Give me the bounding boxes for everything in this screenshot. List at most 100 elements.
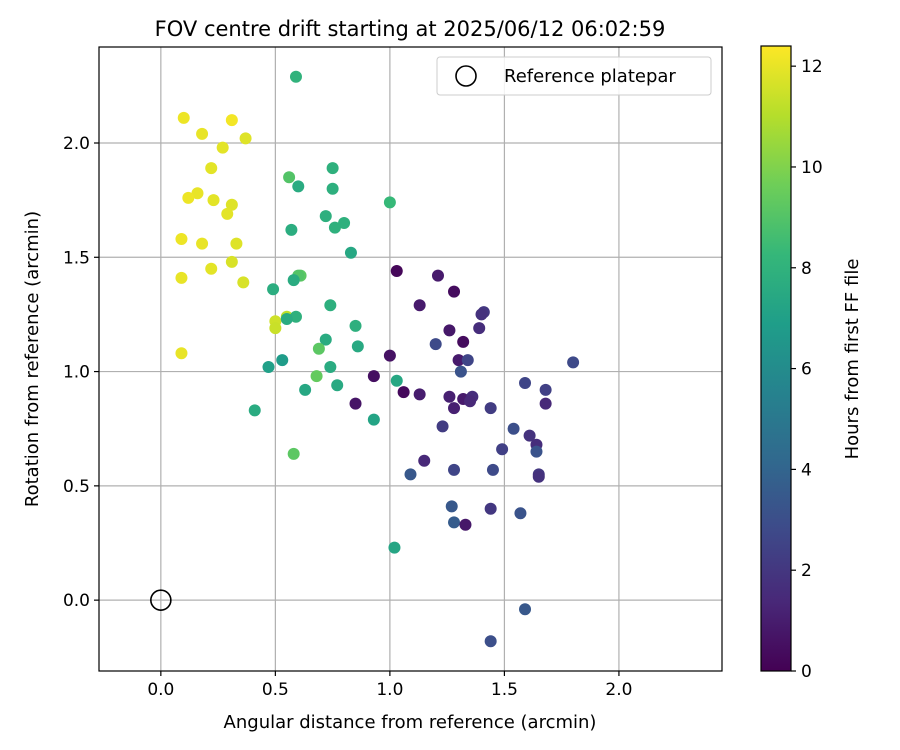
scatter-point <box>287 447 300 460</box>
colorbar-tick-label: 10 <box>801 158 823 178</box>
scatter-point <box>473 322 486 335</box>
scatter-point <box>285 223 298 236</box>
scatter-point <box>418 454 431 467</box>
plot-frame <box>98 46 723 672</box>
scatter-point <box>338 217 351 229</box>
scatter-point <box>239 132 252 145</box>
scatter-point <box>390 374 403 387</box>
colorbar-tick-label: 6 <box>801 360 812 380</box>
scatter-point <box>443 324 456 337</box>
scatter-point <box>175 271 188 284</box>
y-tick-label: 1.5 <box>63 248 90 268</box>
scatter-point <box>237 276 250 289</box>
scatter-point <box>532 470 545 483</box>
scatter-point <box>383 196 396 209</box>
scatter-point <box>388 541 401 554</box>
scatter-point <box>436 420 449 433</box>
scatter-point <box>452 354 465 367</box>
reference-point <box>150 589 172 611</box>
scatter-point <box>457 335 470 348</box>
y-tick-label: 0.0 <box>63 591 90 611</box>
scatter-point <box>326 162 339 175</box>
scatter-point <box>431 269 444 282</box>
colorbar-tick-label: 12 <box>801 57 823 77</box>
grid <box>99 47 722 671</box>
scatter-point <box>367 413 380 426</box>
scatter-point <box>287 274 300 287</box>
scatter-point <box>486 463 499 476</box>
scatter-point <box>475 308 488 321</box>
scatter-point <box>283 171 296 184</box>
scatter-point <box>484 502 497 515</box>
scatter-point <box>445 500 458 513</box>
scatter-point <box>397 386 410 399</box>
scatter-point <box>312 342 325 355</box>
scatter-point <box>328 221 341 234</box>
y-tick-label: 0.5 <box>63 477 90 497</box>
scatter-point <box>448 402 461 415</box>
scatter-point <box>262 361 275 373</box>
scatter-point <box>207 194 220 207</box>
scatter-point <box>225 198 238 211</box>
scatter-point <box>324 361 337 373</box>
scatter-point <box>196 237 209 250</box>
scatter-point <box>390 265 403 277</box>
scatter-point <box>413 388 426 401</box>
colorbar: 0 2 4 6 8 10 12 Hours from first FF file <box>760 45 863 682</box>
scatter-point <box>429 338 442 351</box>
x-tick-label: 1.5 <box>491 680 518 700</box>
x-tick-label: 2.0 <box>605 680 632 700</box>
legend-label: Reference platepar <box>504 66 676 87</box>
scatter-point <box>519 603 532 616</box>
scatter-point <box>514 507 527 520</box>
scatter-point <box>326 182 339 195</box>
scatter-point <box>269 322 282 335</box>
scatter-point <box>267 283 280 296</box>
scatter-point <box>289 70 302 83</box>
scatter-point <box>324 299 337 312</box>
scatter-point <box>507 422 520 435</box>
scatter-point <box>292 180 305 193</box>
scatter-point <box>459 518 472 531</box>
scatter-point <box>319 333 332 346</box>
scatter-point <box>216 141 229 154</box>
scatter-point <box>461 354 474 367</box>
scatter-point <box>383 349 396 362</box>
scatter-point <box>530 445 543 458</box>
scatter-point <box>454 365 467 378</box>
scatter-point <box>496 443 509 456</box>
y-axis: 0.0 0.5 1.0 1.5 2.0 <box>63 134 99 611</box>
y-axis-label: Rotation from reference (arcmin) <box>22 211 43 507</box>
scatter-point <box>196 127 209 140</box>
chart-title: FOV centre drift starting at 2025/06/12 … <box>155 17 666 41</box>
data-points <box>175 70 580 648</box>
scatter-point <box>177 111 190 124</box>
scatter-point <box>225 114 238 127</box>
colorbar-gradient <box>760 45 792 672</box>
scatter-point <box>289 310 302 323</box>
scatter-point <box>413 299 426 312</box>
y-tick-label: 1.0 <box>63 363 90 383</box>
scatter-point <box>225 255 238 268</box>
scatter-point <box>182 191 195 204</box>
scatter-point <box>175 347 188 360</box>
scatter-point <box>310 370 323 383</box>
scatter-point <box>248 404 261 417</box>
x-tick-label: 1.0 <box>376 680 403 700</box>
scatter-point <box>349 397 362 410</box>
scatter-point <box>276 354 289 367</box>
colorbar-tick-label: 2 <box>801 561 812 581</box>
scatter-point <box>539 397 552 410</box>
scatter-point <box>299 383 312 396</box>
scatter-point <box>205 162 218 175</box>
scatter-point <box>519 377 532 389</box>
colorbar-ticks: 0 2 4 6 8 10 12 <box>791 57 823 682</box>
scatter-point <box>367 370 380 383</box>
scatter-point <box>351 340 364 353</box>
colorbar-tick-label: 8 <box>801 259 812 279</box>
scatter-point <box>523 429 536 442</box>
scatter-point <box>319 210 332 223</box>
scatter-point <box>331 379 344 392</box>
legend: Reference platepar <box>436 56 712 96</box>
